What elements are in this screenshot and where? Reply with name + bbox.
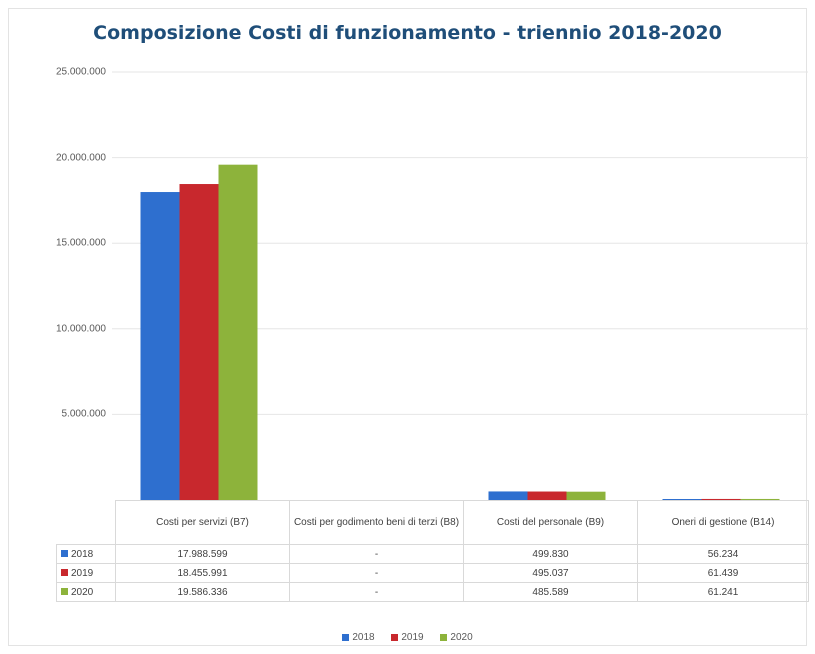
legend-item-2020: 2020 (440, 632, 473, 643)
data-table-series-key: 2018 (56, 544, 116, 564)
series-swatch (61, 550, 68, 558)
data-table-row-2019: 2019 18.455.991 - 495.037 61.439 (56, 563, 809, 583)
legend-swatch (391, 633, 399, 641)
legend-swatch (342, 633, 350, 641)
data-table-cell: 18.455.991 (115, 563, 290, 583)
y-tick-label: 15.000.000 (55, 237, 106, 249)
series-swatch (61, 588, 68, 596)
data-table-cell: - (289, 582, 464, 602)
data-table: Costi per servizi (B7) Costi per godimen… (56, 500, 809, 602)
series-name: 2019 (71, 567, 94, 579)
bar-2018-3 (488, 491, 528, 500)
legend-item-2019: 2019 (391, 632, 424, 643)
bar-2019-4 (701, 498, 741, 500)
data-table-category-header: Costi del personale (B9) (463, 500, 638, 545)
chart-title: Composizione Costi di funzionamento - tr… (93, 22, 722, 44)
data-table-cell: 17.988.599 (115, 544, 290, 564)
y-tick-label: 20.000.000 (55, 152, 106, 164)
data-table-header-row: Costi per servizi (B7) Costi per godimen… (57, 500, 809, 545)
bar-2019-3 (527, 491, 567, 500)
data-table-category-header: Oneri di gestione (B14) (637, 500, 809, 545)
chart-legend: 2018 2019 2020 (0, 632, 815, 643)
bar-2018-4 (662, 499, 702, 500)
series-swatch (61, 569, 68, 577)
bar-2019-1 (179, 184, 219, 500)
data-table-cell: 61.241 (637, 582, 809, 602)
data-table-cell: 19.586.336 (115, 582, 290, 602)
legend-label: 2020 (450, 632, 473, 643)
data-table-cell: - (289, 563, 464, 583)
data-table-cell: 485.589 (463, 582, 638, 602)
series-name: 2020 (71, 586, 94, 598)
data-table-row-2020: 2020 19.586.336 - 485.589 61.241 (56, 582, 809, 602)
legend-swatch (440, 633, 448, 641)
data-table-row-2018: 2018 17.988.599 - 499.830 56.234 (56, 544, 809, 564)
data-table-cell: 61.439 (637, 563, 809, 583)
y-tick-label: 10.000.000 (55, 323, 106, 335)
series-name: 2018 (71, 548, 94, 560)
data-table-series-key: 2019 (56, 563, 116, 583)
data-table-cell: - (289, 544, 464, 564)
bar-2020-4 (740, 498, 780, 500)
bar-2018-1 (140, 192, 180, 500)
data-table-series-key: 2020 (56, 582, 116, 602)
bar-2020-1 (218, 164, 258, 500)
data-table-cell: 499.830 (463, 544, 638, 564)
data-table-category-header: Costi per servizi (B7) (115, 500, 290, 545)
legend-item-2018: 2018 (342, 632, 375, 643)
data-table-cell: 56.234 (637, 544, 809, 564)
data-table-category-header: Costi per godimento beni di terzi (B8) (289, 500, 464, 545)
legend-label: 2019 (401, 632, 424, 643)
legend-label: 2018 (352, 632, 375, 643)
data-table-cell: 495.037 (463, 563, 638, 583)
bar-2020-3 (566, 491, 606, 500)
data-table-corner (57, 501, 116, 545)
y-tick-label: 5.000.000 (61, 408, 107, 420)
y-tick-label: 25.000.000 (55, 66, 106, 78)
